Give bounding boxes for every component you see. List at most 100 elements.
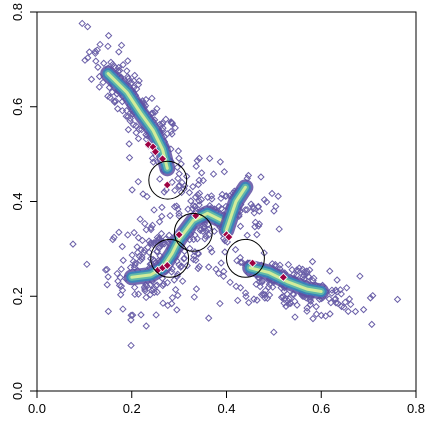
- scatter-point: [177, 263, 185, 271]
- scatter-point: [134, 80, 143, 89]
- scatter-point: [103, 281, 111, 289]
- scatter-point: [251, 223, 259, 231]
- scatter-point: [157, 229, 166, 238]
- scatter-point: [247, 200, 255, 208]
- scatter-point: [130, 71, 139, 80]
- scatter-point: [220, 267, 228, 276]
- scatter-point: [340, 303, 348, 312]
- scatter-point: [215, 202, 223, 211]
- scatter-point: [351, 307, 360, 316]
- y-axis: 0.0 0.2 0.4 0.6 0.8: [10, 3, 37, 400]
- scatter-point: [332, 299, 340, 307]
- scatter-point: [117, 265, 126, 273]
- scatter-point: [104, 42, 112, 51]
- density-band: [248, 266, 323, 293]
- scatter-point: [149, 285, 158, 294]
- cluster-circle: [226, 238, 265, 278]
- y-tick-label: 0.8: [10, 3, 25, 21]
- scatter-point: [366, 294, 375, 302]
- scatter-point: [163, 278, 172, 287]
- scatter-point: [118, 242, 126, 251]
- scatter-point: [191, 202, 199, 211]
- high-density-point: [157, 154, 168, 164]
- scatter-point: [142, 293, 150, 302]
- scatter-point: [158, 212, 166, 221]
- scatter-point: [134, 234, 143, 242]
- scatter-point: [167, 127, 175, 136]
- scatter-point: [293, 301, 301, 309]
- scatter-point: [189, 182, 197, 191]
- scatter-point: [325, 295, 333, 303]
- scatter-point: [128, 186, 136, 194]
- scatter-point: [160, 188, 168, 196]
- scatter-point: [117, 41, 126, 50]
- scatter-point: [69, 240, 77, 248]
- scatter-point: [173, 306, 181, 314]
- scatter-point: [159, 299, 167, 307]
- scatter-point: [234, 296, 242, 305]
- scatter-point: [127, 341, 135, 350]
- scatter-point: [368, 320, 376, 329]
- scatter-point: [299, 271, 308, 279]
- high-density-point: [162, 260, 172, 271]
- scatter-point: [78, 19, 86, 28]
- scatter-point: [104, 307, 113, 316]
- scatter-point: [113, 105, 122, 113]
- scatter-point: [303, 304, 311, 312]
- scatter-point: [166, 211, 174, 220]
- scatter-point: [127, 311, 135, 320]
- scatter-point: [95, 83, 104, 91]
- scatter-point: [328, 286, 336, 294]
- scatter-point: [138, 253, 146, 261]
- scatter-point: [284, 260, 293, 269]
- scatter-point: [306, 300, 315, 309]
- scatter-point: [274, 192, 282, 200]
- x-tick-label: 0.2: [123, 401, 141, 416]
- scatter-point: [148, 154, 157, 163]
- scatter-point: [244, 171, 253, 180]
- scatter-point: [236, 222, 245, 230]
- scatter-point: [285, 295, 294, 303]
- scatter-point: [103, 265, 111, 274]
- scatter-point: [83, 260, 91, 269]
- scatter-point: [123, 231, 132, 239]
- scatter-point: [233, 256, 241, 265]
- scatter-point: [199, 176, 207, 185]
- scatter-point: [277, 293, 286, 302]
- scatter-point: [94, 63, 102, 71]
- scatter-point: [135, 125, 144, 134]
- scatter-point: [195, 201, 203, 209]
- scatter-point: [131, 259, 140, 267]
- scatter-point: [91, 47, 100, 56]
- scatter-point: [127, 316, 135, 324]
- scatter-point: [342, 284, 351, 292]
- scatter-point: [303, 267, 311, 275]
- scatter-point: [125, 140, 133, 148]
- scatter-point: [159, 281, 167, 290]
- scatter-point: [326, 310, 334, 318]
- scatter-point: [178, 277, 187, 285]
- scatter-point: [175, 209, 183, 218]
- high-density-point: [278, 272, 288, 282]
- scatter-point: [124, 57, 132, 65]
- scatter-point: [219, 272, 228, 280]
- scatter-point: [87, 75, 96, 83]
- scatter-point: [156, 175, 164, 183]
- scatter-point: [152, 311, 160, 319]
- cluster-circle: [148, 160, 188, 200]
- scatter-point: [345, 295, 354, 303]
- scatter-point: [156, 242, 165, 251]
- cluster-circles: [148, 160, 265, 278]
- scatter-point: [199, 227, 207, 235]
- scatter-point: [130, 228, 138, 237]
- scatter-point: [344, 307, 352, 316]
- scatter-point: [242, 292, 250, 301]
- scatter-point: [123, 67, 131, 75]
- scatter-point: [187, 197, 195, 205]
- scatter-point: [252, 280, 260, 288]
- scatter-point: [134, 177, 142, 186]
- scatter-point: [270, 207, 278, 215]
- scatter-point: [195, 176, 203, 184]
- scatter-point: [165, 231, 173, 239]
- density-band: [130, 211, 224, 279]
